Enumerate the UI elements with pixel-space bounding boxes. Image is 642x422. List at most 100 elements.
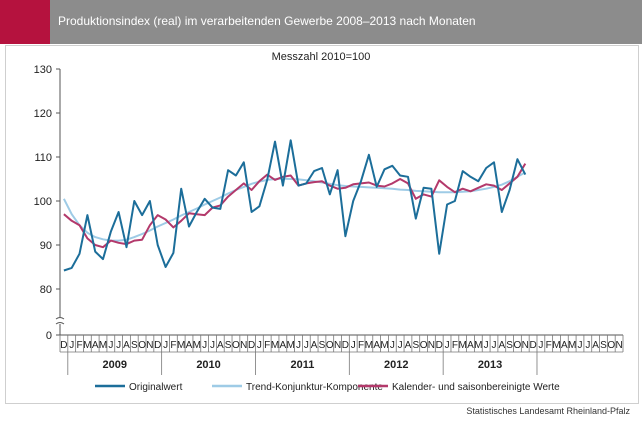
month-label: N [522,340,529,351]
month-label: M [380,340,388,351]
month-label: J [296,340,301,351]
legend-label-original: Originalwert [129,382,183,393]
month-label: M [271,340,279,351]
month-label: S [600,340,607,351]
month-label: A [561,340,568,351]
month-label: D [342,340,349,351]
month-label: O [326,340,334,351]
axis-break-mark [55,317,65,320]
month-label: A [280,340,287,351]
month-label: N [615,340,622,351]
month-label: A [405,340,412,351]
month-label: N [428,340,435,351]
month-label: O [514,340,522,351]
chart-axes [55,69,623,336]
month-label: M [99,340,107,351]
month-label: S [131,340,138,351]
month-label: D [60,340,67,351]
legend-label-trend: Trend-Konjunktur-Komponente [246,382,383,393]
month-label: M [568,340,576,351]
month-label: J [202,340,207,351]
month-label: D [248,340,255,351]
y-tick-label: 130 [34,64,52,76]
month-label: N [240,340,247,351]
month-label: J [491,340,496,351]
month-label: O [420,340,428,351]
series-line-adjusted [63,163,527,249]
month-label: M [474,340,482,351]
legend-label-adjusted: Kalender- und saisonbereinigte Werte [392,382,560,393]
month-label: M [552,340,560,351]
month-label: A [217,340,224,351]
month-label: A [498,340,505,351]
month-label: M [459,340,467,351]
month-label: A [467,340,474,351]
month-label: S [319,340,326,351]
chart-subtitle: Messzahl 2010=100 [272,51,371,63]
year-label: 2011 [290,359,314,371]
year-label: 2010 [196,359,220,371]
month-label: A [311,340,318,351]
month-label: M [177,340,185,351]
chart-title: Produktionsindex (real) im verarbeitende… [58,14,476,28]
axis-break-mark [55,322,65,325]
header-accent [0,0,50,44]
month-label: N [334,340,341,351]
month-label: S [225,340,232,351]
month-label: F [76,340,82,351]
month-label: A [592,340,599,351]
month-label: J [163,340,168,351]
chart-series [63,139,527,272]
month-label: J [538,340,543,351]
y-tick-label: 0 [46,330,52,342]
month-label: J [351,340,356,351]
month-label: J [257,340,262,351]
month-label: N [146,340,153,351]
month-label: J [116,340,121,351]
month-label: A [123,340,130,351]
month-label: S [506,340,513,351]
month-label: J [390,340,395,351]
source-note: Statistisches Landesamt Rheinland-Pfalz [466,406,630,416]
month-label: S [412,340,419,351]
month-label: O [232,340,240,351]
month-label: M [287,340,295,351]
year-label: 2009 [102,359,126,371]
month-label: O [138,340,146,351]
month-label: F [170,340,176,351]
y-tick-label: 110 [34,152,52,164]
month-label: J [304,340,309,351]
month-label: A [373,340,380,351]
month-label: F [358,340,364,351]
month-label: J [577,340,582,351]
month-label: J [69,340,74,351]
month-label: M [365,340,373,351]
month-label: F [264,340,270,351]
month-label: O [607,340,615,351]
year-label: 2012 [384,359,408,371]
year-label: 2013 [478,359,502,371]
y-tick-label: 80 [40,284,52,296]
y-tick-label: 100 [34,196,52,208]
month-label: A [186,340,193,351]
chart-legend: Originalwert Trend-Konjunktur-Komponente K… [95,382,560,393]
month-label: A [92,340,99,351]
y-tick-label: 90 [40,240,52,252]
month-label: J [585,340,590,351]
month-label: M [193,340,201,351]
month-label: J [484,340,489,351]
month-label: J [398,340,403,351]
y-axis-ticks: 0 80 90 100 110 120 130 [34,64,60,342]
month-label: J [210,340,215,351]
series-line-original [63,139,527,272]
month-label: D [529,340,536,351]
month-label: F [546,340,552,351]
y-tick-label: 120 [34,108,52,120]
month-label: J [108,340,113,351]
month-label: F [452,340,458,351]
month-label: D [436,340,443,351]
header-bar [0,0,642,44]
chart-frame [5,45,639,404]
